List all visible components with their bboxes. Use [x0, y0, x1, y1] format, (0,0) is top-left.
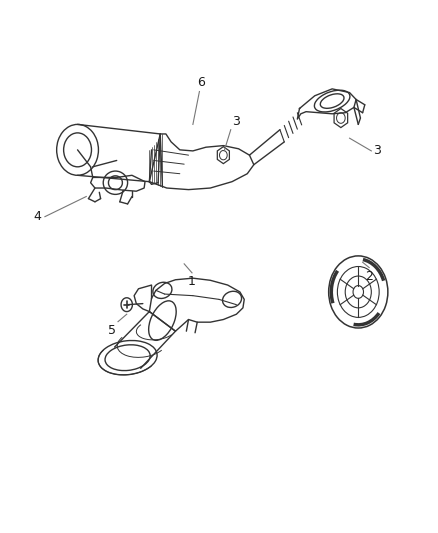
Text: 3: 3 [232, 115, 240, 127]
Text: 1: 1 [188, 275, 196, 288]
Text: 6: 6 [197, 76, 205, 89]
Text: 4: 4 [34, 210, 42, 223]
Text: 3: 3 [373, 144, 381, 157]
Text: 2: 2 [365, 270, 373, 282]
Text: 5: 5 [108, 324, 116, 337]
